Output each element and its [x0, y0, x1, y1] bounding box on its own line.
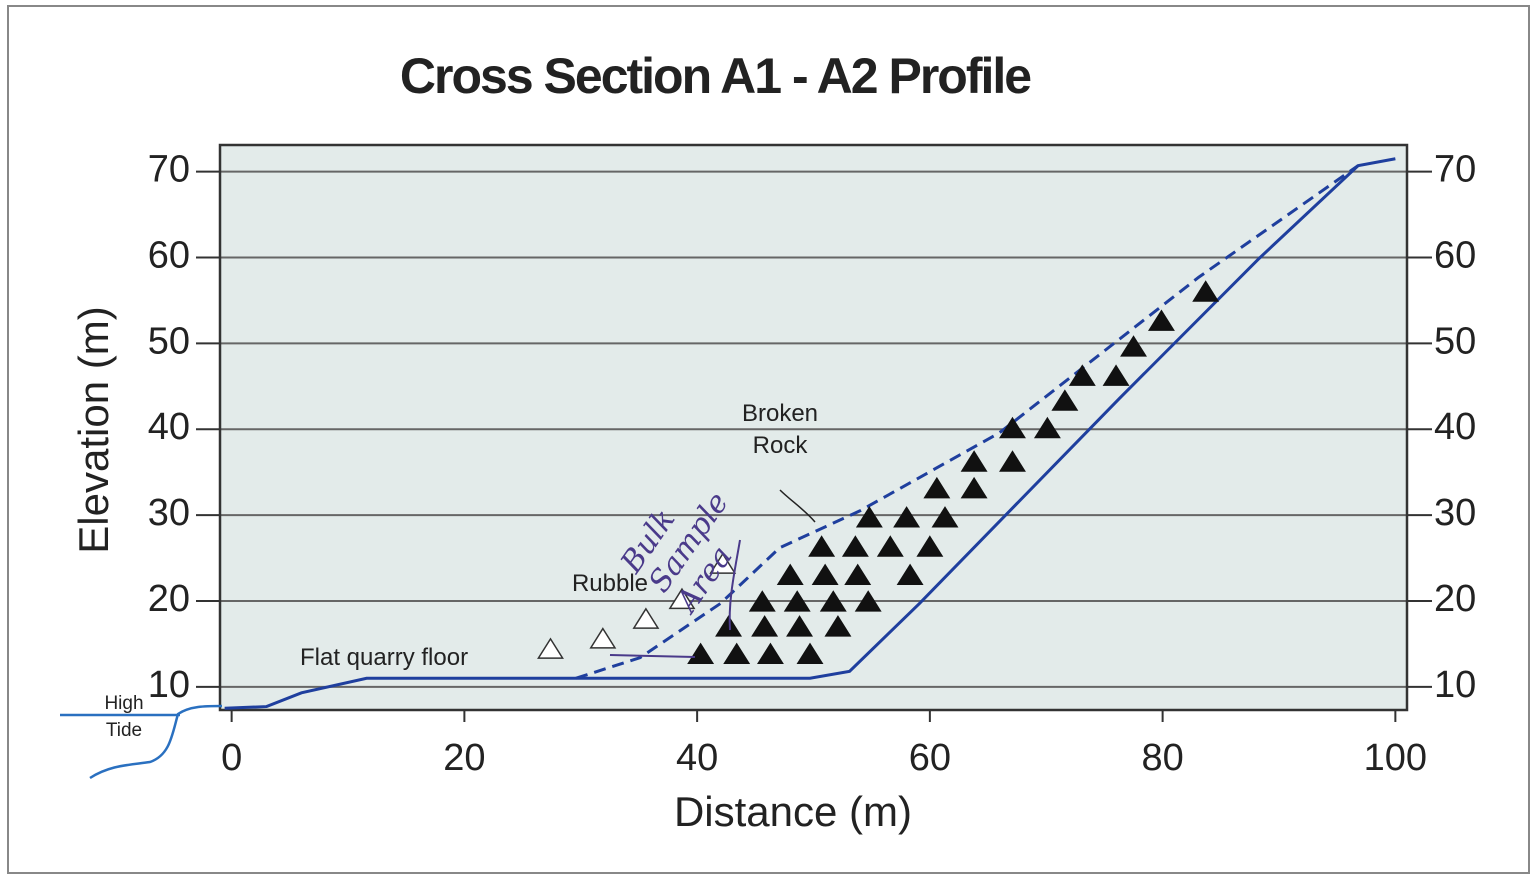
y-tick-label: 40 [148, 406, 190, 448]
chart-title: Cross Section A1 - A2 Profile [400, 48, 1031, 104]
x-tick-label: 20 [443, 737, 485, 779]
y-tick-label: 60 [148, 235, 190, 277]
y-tick-label: 30 [148, 492, 190, 534]
x-tick-label: 0 [221, 737, 242, 779]
y2-tick-label: 20 [1434, 578, 1476, 620]
y2-tick-label: 10 [1434, 664, 1476, 706]
page: Cross Section A1 - A2 Profile Distance (… [0, 0, 1537, 879]
y2-tick-label: 70 [1434, 149, 1476, 191]
x-tick-label: 40 [676, 737, 718, 779]
x-tick-label: 60 [909, 737, 951, 779]
annotation: High Tide [92, 690, 156, 744]
x-tick-label: 80 [1141, 737, 1183, 779]
y2-tick-label: 40 [1434, 406, 1476, 448]
annotation: Flat quarry floor [300, 642, 510, 674]
y-tick-label: 50 [148, 320, 190, 362]
y2-tick-label: 30 [1434, 492, 1476, 534]
y2-tick-label: 60 [1434, 235, 1476, 277]
x-tick-label: 100 [1364, 737, 1427, 779]
y-tick-label: 20 [148, 578, 190, 620]
y-axis-label: Elevation (m) [70, 306, 117, 553]
annotation: Broken Rock [720, 398, 840, 462]
y2-tick-label: 50 [1434, 320, 1476, 362]
x-axis-label: Distance (m) [674, 788, 912, 835]
y-tick-label: 70 [148, 149, 190, 191]
